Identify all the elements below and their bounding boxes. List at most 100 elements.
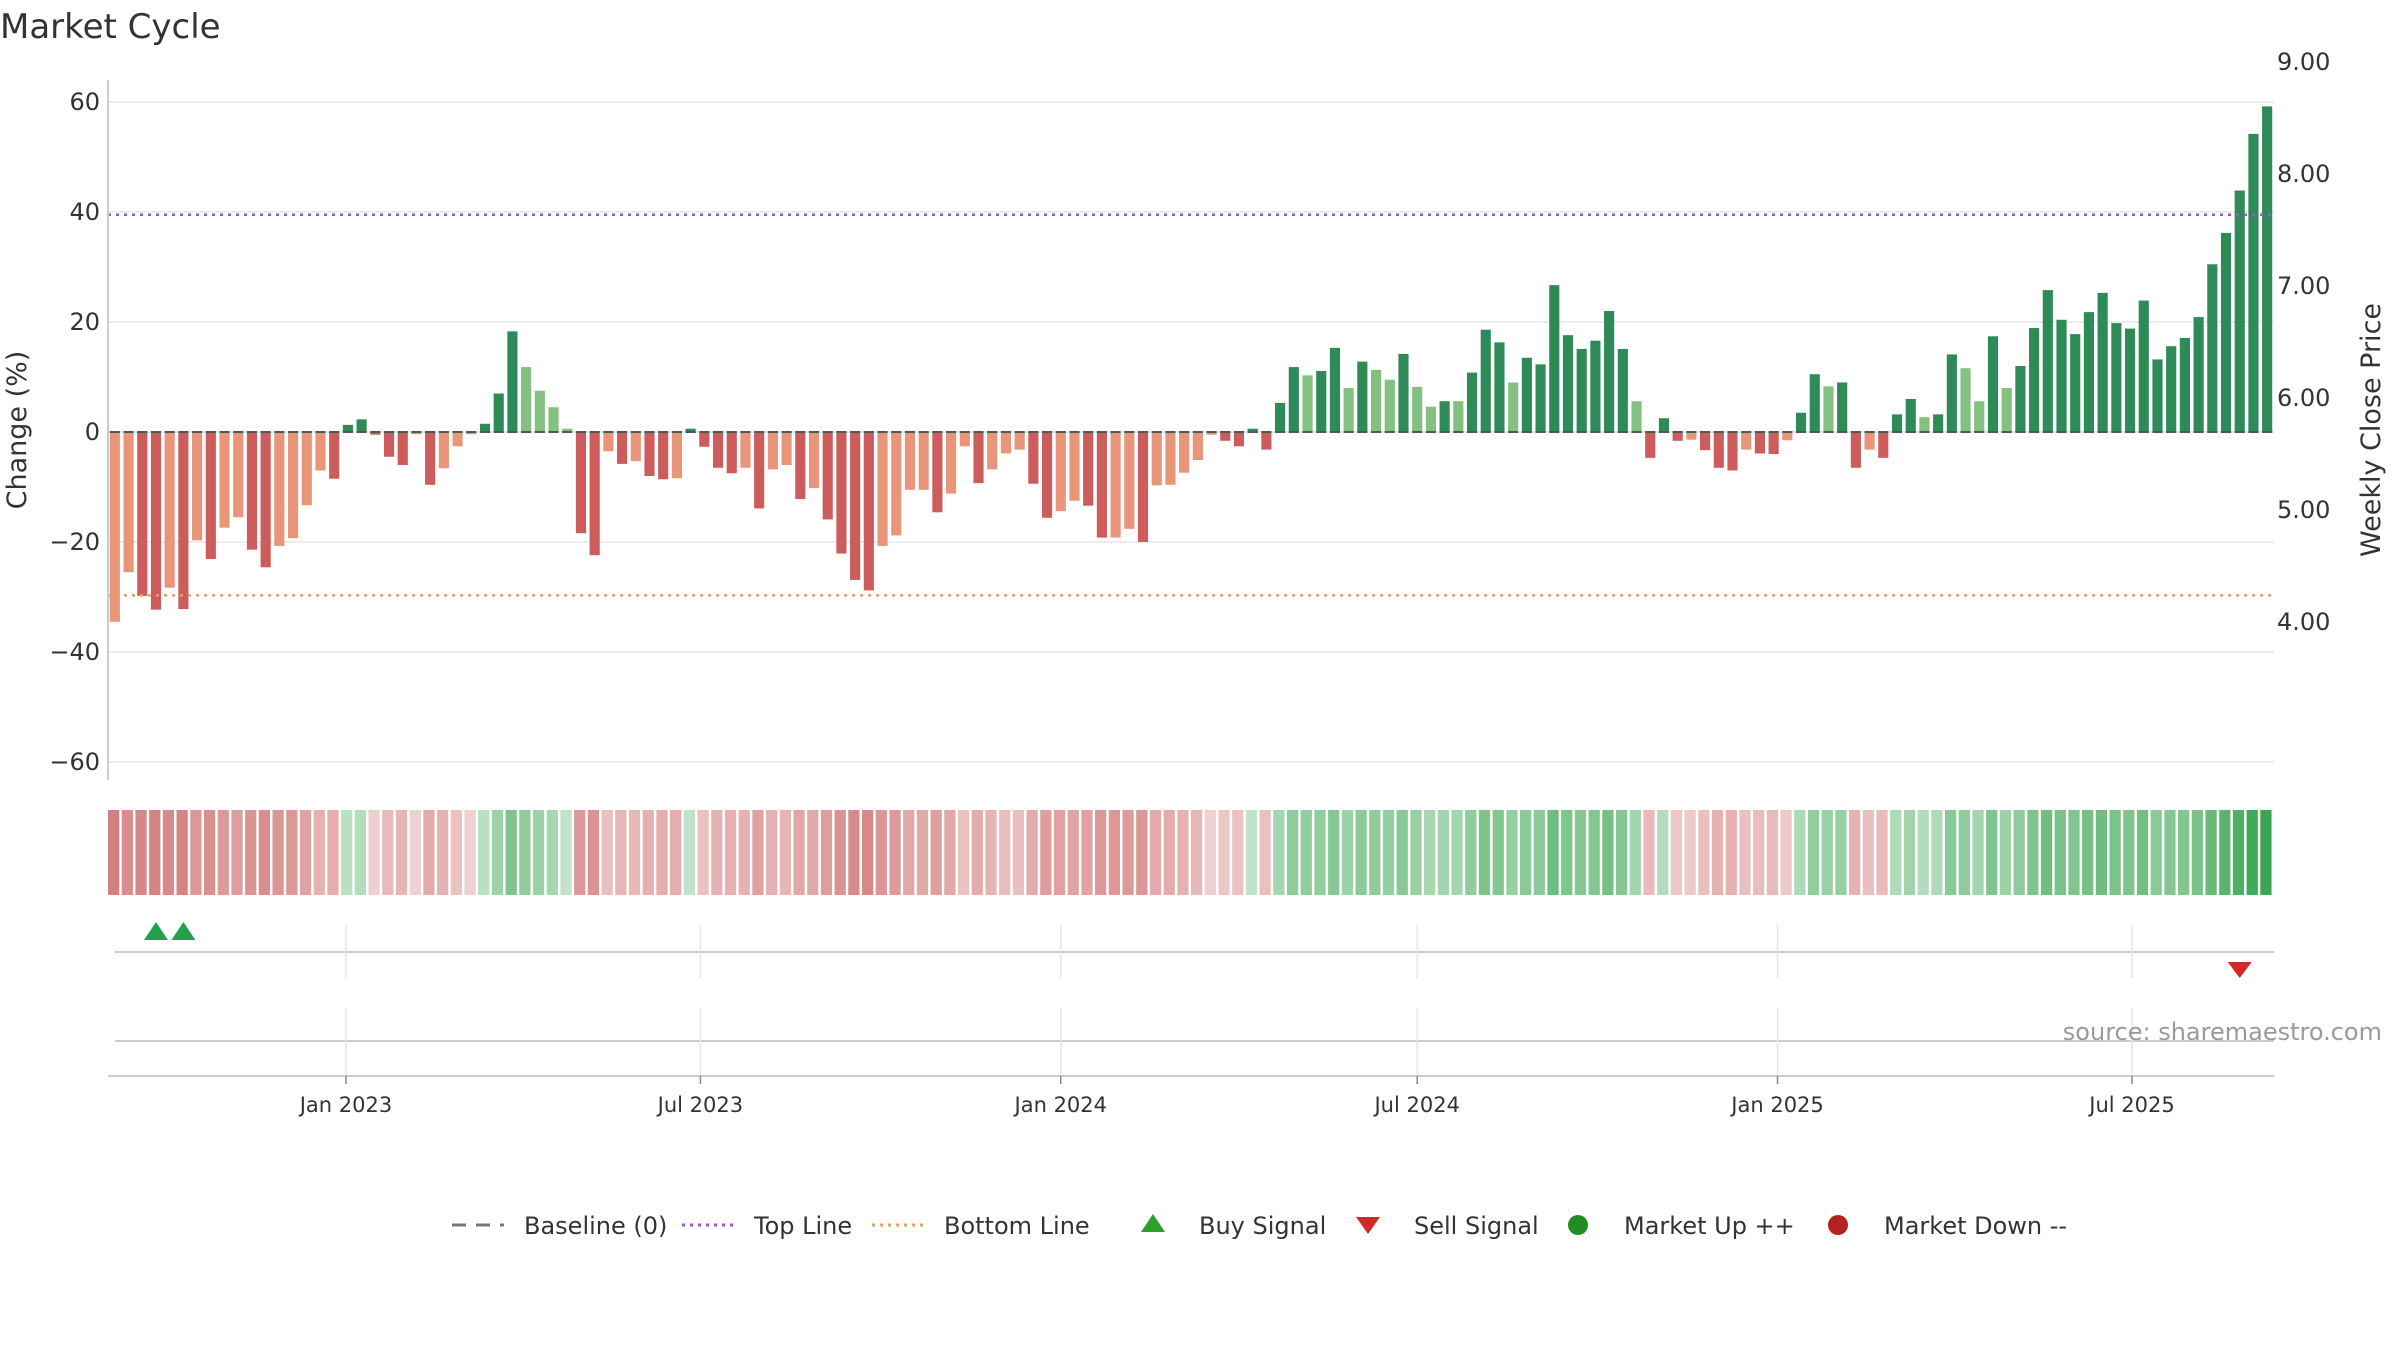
bar	[1302, 375, 1313, 432]
bar	[1713, 432, 1724, 468]
bar	[1700, 432, 1711, 451]
bar	[1343, 388, 1354, 432]
bar	[644, 432, 655, 476]
bar	[301, 432, 312, 506]
heat-cell	[272, 810, 284, 895]
heat-cell	[2109, 810, 2121, 895]
bar	[658, 432, 669, 480]
bar	[1096, 432, 1107, 538]
heat-cell	[2095, 810, 2108, 895]
bar	[1316, 370, 1327, 432]
heat-cell	[587, 810, 600, 895]
bar	[150, 432, 162, 610]
grid	[108, 101, 2274, 1076]
heat-cell	[1794, 810, 1806, 895]
heat-cell	[1958, 810, 1970, 895]
heat-cell	[382, 810, 394, 895]
bar	[1220, 432, 1231, 441]
bar	[1946, 354, 1957, 432]
bar	[342, 424, 353, 432]
heat-cell	[2260, 810, 2272, 895]
bar	[164, 432, 175, 588]
bar	[2056, 319, 2067, 432]
bar	[1124, 432, 1135, 529]
bar	[1741, 432, 1752, 450]
bar	[2179, 337, 2190, 432]
heat-cell	[1615, 810, 1628, 895]
bar	[2138, 300, 2149, 432]
bar	[973, 432, 984, 484]
bar	[2029, 328, 2040, 432]
market-legend-icon	[1828, 1215, 1848, 1235]
bar	[438, 432, 449, 469]
heat-cell	[532, 810, 545, 895]
heat-cell	[423, 810, 435, 895]
heat-cell	[1341, 810, 1354, 895]
bar	[712, 432, 724, 468]
heat-cell	[752, 810, 764, 895]
bar	[205, 432, 216, 560]
bar	[287, 432, 299, 539]
heat-cell	[2219, 810, 2231, 895]
heat-cell	[1451, 810, 1463, 895]
bar	[1891, 414, 1903, 432]
bar	[562, 428, 573, 432]
bar	[1795, 412, 1807, 432]
heat-cell	[313, 810, 325, 895]
heat-cell	[1643, 810, 1655, 895]
bar	[219, 432, 230, 528]
bar	[1631, 401, 1642, 432]
heat-cell	[1753, 810, 1765, 895]
x-tick-label: Jan 2024	[1013, 1093, 1108, 1117]
heat-cell	[2027, 810, 2039, 895]
heat-cell	[190, 810, 202, 895]
bar	[1137, 432, 1149, 542]
bar	[1288, 367, 1299, 432]
heat-cell	[2164, 810, 2176, 895]
bar	[1055, 432, 1066, 512]
heat-cell	[724, 810, 737, 895]
heat-cell	[1876, 810, 1888, 895]
bar	[1727, 432, 1738, 471]
heat-cell	[1095, 810, 1107, 895]
sell-signal-legend-icon	[1356, 1217, 1380, 1234]
y-tick-label: −60	[49, 748, 100, 776]
heat-cell	[1849, 810, 1861, 895]
bar	[685, 428, 696, 432]
y-tick-label: 20	[69, 308, 100, 336]
bar	[1014, 432, 1025, 450]
bar	[315, 432, 326, 471]
bar	[137, 432, 148, 596]
heat-cell	[1136, 810, 1148, 895]
legend-item: Market Down --	[1828, 1212, 2067, 1240]
bar	[795, 432, 806, 500]
bar	[959, 432, 970, 447]
heat-cell	[1890, 810, 1902, 895]
heat-cell	[848, 810, 860, 895]
heat-cell	[2054, 810, 2066, 895]
heat-cell	[560, 810, 572, 895]
bar	[726, 432, 737, 474]
bar	[1233, 432, 1245, 447]
y2-tick-label: 4.00	[2277, 608, 2330, 636]
heat-cell	[1204, 810, 1216, 895]
bar	[767, 432, 778, 470]
heat-cell	[1149, 810, 1162, 895]
heat-cell	[670, 810, 682, 895]
bar	[1850, 432, 1861, 468]
bar	[192, 432, 203, 541]
legend-label: Baseline (0)	[524, 1212, 667, 1240]
y2-tick-label: 9.00	[2277, 48, 2330, 76]
heat-cell	[1739, 810, 1751, 895]
heat-cell	[1506, 810, 1518, 895]
heat-cell	[861, 810, 874, 895]
heat-cell	[1259, 810, 1271, 895]
heat-cell	[1588, 810, 1600, 895]
heat-cell	[2068, 810, 2080, 895]
bar	[2001, 388, 2012, 432]
heat-cell	[1944, 810, 1957, 895]
heat-cell	[395, 810, 408, 895]
bar	[1837, 382, 1848, 432]
heat-cell	[1972, 810, 1984, 895]
heat-cell	[807, 810, 819, 895]
